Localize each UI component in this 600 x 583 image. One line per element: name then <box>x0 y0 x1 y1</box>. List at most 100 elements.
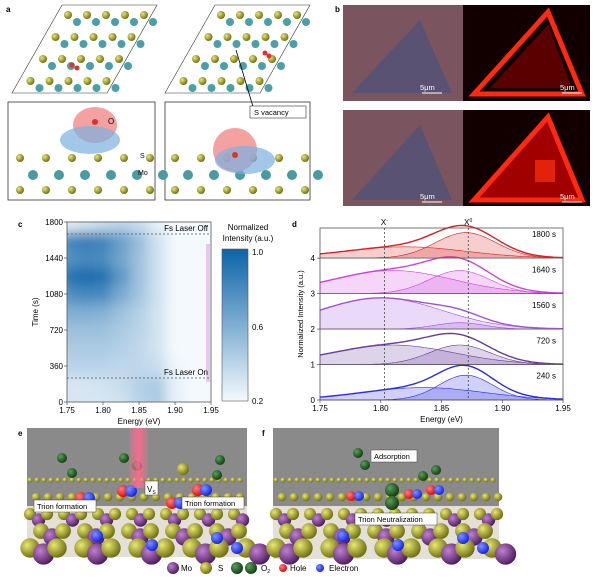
y-tick-label: 3 <box>311 290 316 299</box>
s-atom-icon <box>200 562 212 574</box>
heatmap-cell <box>94 375 113 394</box>
s-atom <box>236 77 245 85</box>
s-atom <box>301 523 317 539</box>
s-atom <box>255 11 263 19</box>
s-atom <box>325 492 335 502</box>
mo-atom <box>270 40 279 48</box>
s-atom <box>249 186 257 194</box>
heatmap-cell <box>202 231 211 250</box>
trion-neutralization-label-box <box>354 512 438 526</box>
s-atom <box>45 77 54 85</box>
s-atom <box>47 538 67 558</box>
mo-atom-icon <box>167 562 179 574</box>
s-atom <box>280 33 289 41</box>
electron <box>211 532 223 544</box>
s-atom <box>421 492 431 502</box>
s-atom <box>457 492 467 502</box>
heatmap-cell <box>202 267 211 286</box>
s-atom <box>174 477 180 483</box>
heatmap-cell <box>202 321 211 340</box>
heatmap-cell <box>148 285 167 304</box>
heatmap-cell <box>184 393 203 402</box>
spectrum-time-label: 1800 s <box>532 230 556 239</box>
spectrum-fit-line <box>319 332 564 365</box>
s-atom <box>115 55 123 63</box>
s-atom <box>70 33 79 41</box>
y-axis-label: Time (s) <box>31 297 40 326</box>
s-atom <box>41 477 47 483</box>
colorbar-tick: 0.6 <box>252 323 264 332</box>
exciton-label-sup: 0 <box>470 218 473 224</box>
s-atom <box>211 55 219 63</box>
heatmap-cell <box>184 231 203 250</box>
s-atom <box>287 477 293 483</box>
s-atom <box>39 55 47 63</box>
s-atom <box>204 33 213 41</box>
heatmap-cell <box>130 393 149 402</box>
electron <box>91 530 103 542</box>
trion-formation-label: Trion formation <box>185 499 235 508</box>
spectrum-time-label: 720 s <box>536 336 556 345</box>
heatmap-cell <box>76 303 95 322</box>
s-atom <box>217 77 226 85</box>
s-atom <box>48 477 54 483</box>
heatmap-cell <box>67 267 77 286</box>
mo-atom <box>220 62 228 70</box>
s-atom <box>108 33 117 41</box>
y-tick-label: 1440 <box>45 254 63 263</box>
hole <box>426 485 436 495</box>
s-atom <box>42 154 50 162</box>
s-atom <box>179 77 188 85</box>
legend: Mo S O2 Hole Electron <box>167 562 358 575</box>
o2-atom <box>212 470 222 480</box>
s-atom <box>202 477 208 483</box>
s-atom <box>187 523 203 539</box>
heatmap-cell <box>130 222 149 232</box>
s-atom <box>42 186 50 194</box>
s-atom <box>118 477 124 483</box>
heatmap-cell <box>67 231 77 250</box>
mo-atom <box>28 170 38 180</box>
x-tick-label: 1.85 <box>131 406 147 415</box>
colorbar-tick: 0.2 <box>252 397 264 406</box>
s-atom <box>249 55 257 63</box>
heatmap-cell <box>148 267 167 286</box>
s-atom <box>483 477 489 483</box>
s-atom <box>399 477 405 483</box>
x-tick-label: 1.95 <box>555 404 571 413</box>
heatmap-cell <box>184 321 203 340</box>
s-atom <box>462 477 468 483</box>
mo-atom <box>188 84 197 92</box>
s-atom <box>96 55 104 63</box>
x-axis-label: Energy (eV) <box>118 417 161 426</box>
electron <box>412 489 422 499</box>
mo-atom <box>261 170 271 180</box>
s-atom <box>230 477 236 483</box>
s-atom <box>469 477 475 483</box>
heatmap-cell <box>166 249 185 268</box>
y-tick-label: 4 <box>311 254 316 263</box>
s-atom <box>34 477 40 483</box>
s-atom <box>103 492 113 502</box>
s-atom <box>188 477 194 483</box>
mo-atom <box>494 543 517 565</box>
mo-atom <box>124 62 132 70</box>
mo-atom <box>92 18 100 26</box>
o2-molecule-icon <box>231 562 243 574</box>
heatmap-cell <box>112 285 131 304</box>
exciton-label-sup: - <box>386 218 388 224</box>
mo-atom <box>245 84 254 92</box>
s-atom <box>401 538 421 558</box>
charge-density-depletion <box>215 146 275 174</box>
s-atom <box>27 477 33 483</box>
s-atom <box>427 477 433 483</box>
spectrum-fit-line <box>319 224 564 259</box>
heatmap-cell <box>76 222 95 232</box>
vacancy-label-box <box>249 105 307 119</box>
s-atom <box>313 492 323 502</box>
heatmap-cell <box>130 321 149 340</box>
heatmap-cell <box>130 357 149 376</box>
s-atom <box>273 477 279 483</box>
s-atom <box>160 477 166 483</box>
spectrum-fit-line <box>319 297 563 330</box>
